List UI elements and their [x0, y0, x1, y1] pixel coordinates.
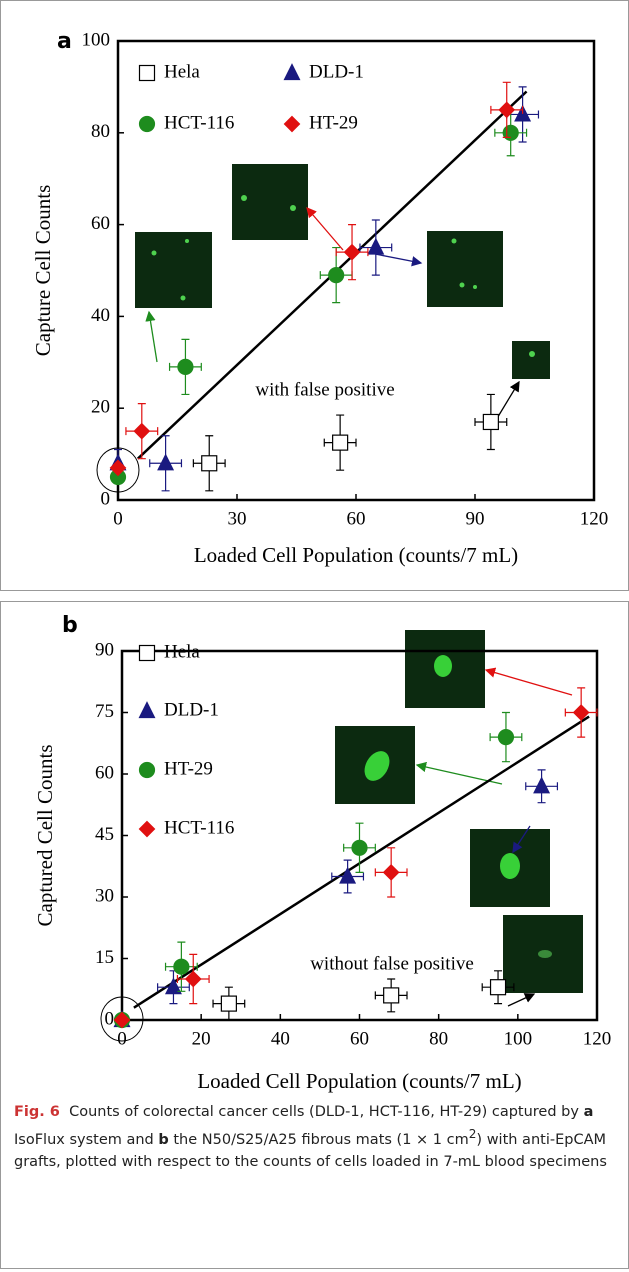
legend-marker — [140, 822, 155, 837]
x-tick-label: 100 — [504, 1028, 533, 1049]
legend-label: HCT-116 — [164, 112, 234, 133]
marker — [178, 359, 193, 374]
marker — [534, 778, 549, 793]
caption-text: b — [158, 1132, 168, 1148]
marker — [329, 268, 344, 283]
x-tick-label: 60 — [350, 1028, 369, 1049]
legend-label: DLD-1 — [164, 699, 219, 720]
marker — [384, 865, 399, 880]
page: a 0 20 40 60 80 100 0 30 60 90 120 Loaded Cell Popul… — [0, 0, 629, 1272]
panel-letter: b — [62, 613, 78, 638]
caption-label: Fig. 6 — [14, 1104, 60, 1120]
marker — [498, 730, 513, 745]
y-axis-label: Captured Cell Counts — [33, 745, 57, 927]
caption-text: Counts of colorectal cancer cells (DLD-1… — [69, 1104, 583, 1120]
y-tick-label: 75 — [95, 701, 114, 722]
x-tick-label: 90 — [466, 508, 485, 529]
legend-label: HT-29 — [164, 758, 213, 779]
marker — [368, 239, 383, 254]
y-tick-label: 80 — [91, 121, 110, 142]
y-axis-label: Capture Cell Counts — [31, 185, 55, 357]
micrograph — [135, 232, 212, 308]
x-tick-label: 120 — [580, 508, 609, 529]
marker — [174, 959, 189, 974]
marker — [333, 435, 348, 450]
x-tick-label: 40 — [271, 1028, 290, 1049]
legend-marker — [140, 66, 155, 81]
panel-letter: a — [57, 29, 72, 54]
marker — [158, 455, 173, 470]
y-tick-label: 60 — [95, 762, 114, 783]
legend-marker — [140, 763, 155, 778]
figure: a 0 20 40 60 80 100 0 30 60 90 120 Loaded Cell Popul… — [0, 0, 629, 1272]
y-tick-label: 90 — [95, 639, 114, 660]
x-tick-label: 80 — [429, 1028, 448, 1049]
x-tick-label: 0 — [113, 508, 123, 529]
legend-marker — [285, 65, 300, 80]
x-tick-label: 120 — [583, 1028, 612, 1049]
legend-label: Hela — [164, 641, 200, 662]
y-tick-label: 60 — [91, 213, 110, 234]
caption-text: the N50/S25/A25 fibrous mats (1 × 1 cm — [169, 1132, 469, 1148]
insets — [97, 164, 583, 1041]
y-tick-label: 15 — [95, 947, 114, 968]
legend-marker — [285, 117, 300, 132]
caption-text: a — [584, 1104, 594, 1120]
x-tick-label: 0 — [117, 1028, 127, 1049]
marker — [503, 125, 518, 140]
y-tick-label: 0 — [105, 1008, 115, 1029]
x-axis-label: Loaded Cell Population (counts/7 mL) — [194, 543, 518, 567]
marker — [134, 424, 149, 439]
y-tick-label: 20 — [91, 397, 110, 418]
y-tick-label: 30 — [95, 885, 114, 906]
y-tick-label: 40 — [91, 305, 110, 326]
legend-marker — [140, 646, 155, 661]
annotation: with false positive — [255, 379, 394, 400]
marker — [345, 245, 360, 260]
legend-label: HT-29 — [309, 112, 358, 133]
legend-label: Hela — [164, 61, 200, 82]
legend-label: HCT-116 — [164, 817, 234, 838]
annotation: without false positive — [310, 953, 474, 974]
legend-label: DLD-1 — [309, 61, 364, 82]
marker — [352, 840, 367, 855]
x-tick-label: 60 — [347, 508, 366, 529]
micrograph — [427, 231, 503, 307]
marker — [384, 988, 399, 1003]
caption: Fig. 6 Counts of colorectal cancer cells… — [14, 1101, 618, 1173]
y-tick-label: 100 — [82, 29, 111, 50]
micrograph — [512, 341, 550, 379]
micrograph — [232, 164, 308, 240]
marker — [491, 980, 506, 995]
legend-marker — [140, 117, 155, 132]
x-tick-label: 20 — [192, 1028, 211, 1049]
y-tick-label: 45 — [95, 824, 114, 845]
x-tick-label: 30 — [228, 508, 247, 529]
marker — [221, 996, 236, 1011]
y-tick-label: 0 — [101, 488, 111, 509]
legend-marker — [140, 703, 155, 718]
caption-text: IsoFlux system and — [14, 1132, 158, 1148]
marker — [483, 414, 498, 429]
marker — [202, 456, 217, 471]
x-axis-label: Loaded Cell Population (counts/7 mL) — [197, 1069, 521, 1093]
